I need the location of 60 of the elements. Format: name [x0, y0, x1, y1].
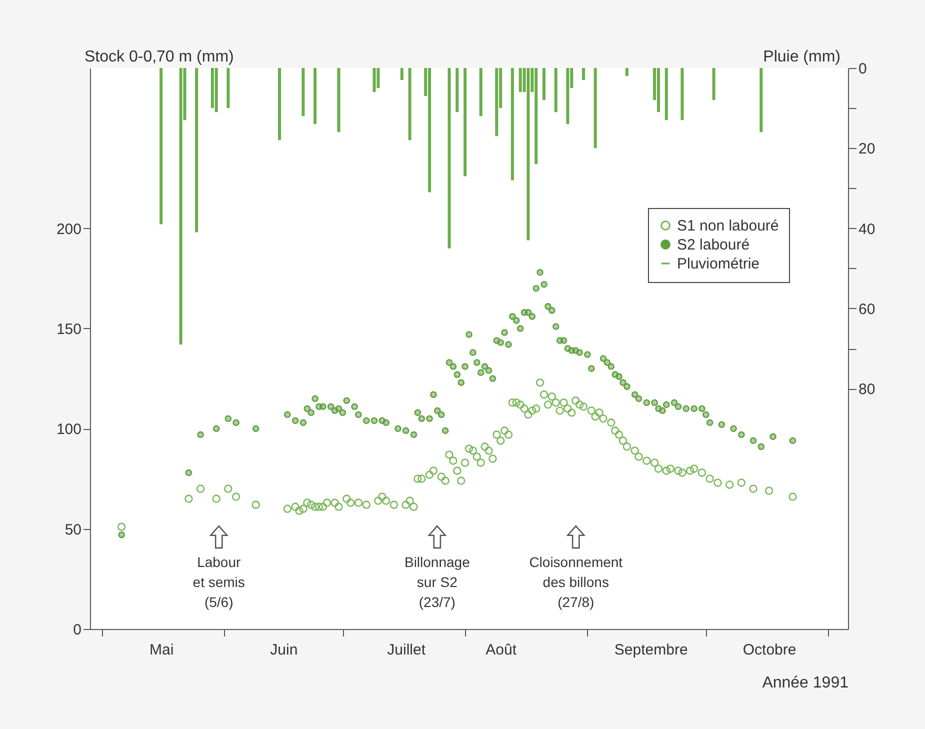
- x-tick-label: Juillet: [387, 642, 426, 658]
- y2-tick-label: 0: [858, 60, 867, 78]
- bar: [518, 68, 522, 92]
- bar: [625, 68, 628, 76]
- x-tick-label: Septembre: [614, 642, 688, 658]
- bar: [526, 68, 530, 240]
- bar: [278, 68, 281, 140]
- bar: [495, 68, 498, 136]
- bar: [542, 68, 546, 100]
- x-axis-title: Année 1991: [762, 674, 849, 692]
- bar: [302, 68, 305, 116]
- bar: [510, 68, 514, 180]
- x-tick-label: Août: [486, 642, 518, 658]
- x-tick-label: Octobre: [742, 642, 796, 658]
- legend-label: Pluviométrie: [677, 256, 760, 272]
- bar: [594, 68, 597, 148]
- bar: [566, 68, 570, 124]
- bar: [400, 68, 404, 80]
- bar: [160, 68, 163, 224]
- x-tick-label: Juin: [270, 642, 298, 658]
- bar: [210, 68, 214, 108]
- bar: [534, 68, 538, 164]
- y-tick-label: 150: [56, 320, 82, 338]
- bar: [464, 68, 467, 176]
- y-axis-title: Stock 0-0,70 m (mm): [84, 48, 234, 66]
- legend-label: S1 non labouré: [677, 218, 779, 234]
- bar: [179, 68, 182, 344]
- bar: [554, 68, 558, 112]
- bar: [582, 68, 585, 80]
- y-tick-label: 0: [73, 622, 82, 638]
- bar: [314, 68, 317, 124]
- bar: [664, 68, 668, 120]
- annotation: Labour et semis (5/6): [192, 554, 245, 610]
- bar: [456, 68, 459, 112]
- annotation: Cloisonnement des billons (27/8): [529, 554, 623, 610]
- annotation: Billonnage sur S2 (23/7): [404, 554, 470, 610]
- bar: [195, 68, 198, 232]
- x-tick-label: Mai: [149, 642, 174, 658]
- y-tick-label: 200: [56, 220, 82, 238]
- legend-label: S2 labouré: [677, 236, 750, 254]
- bar: [428, 68, 432, 192]
- bar: [680, 68, 684, 120]
- y2-tick-label: 60: [858, 300, 876, 318]
- y-tick-label: 50: [64, 521, 82, 538]
- bar: [372, 68, 376, 92]
- y2-axis-title: Pluie (mm): [763, 48, 840, 66]
- bar: [226, 68, 230, 108]
- bar: [657, 68, 660, 112]
- y2-tick-label: 80: [858, 381, 876, 398]
- bar: [214, 68, 218, 112]
- y2-tick-label: 20: [858, 140, 876, 158]
- bar: [448, 68, 451, 248]
- y2-tick-label: 40: [858, 220, 876, 238]
- bar: [760, 68, 763, 132]
- bar: [376, 68, 380, 88]
- bar: [337, 68, 340, 132]
- bar: [479, 68, 482, 116]
- y-tick-label: 100: [56, 421, 82, 438]
- bar: [408, 68, 412, 140]
- bar: [712, 68, 716, 100]
